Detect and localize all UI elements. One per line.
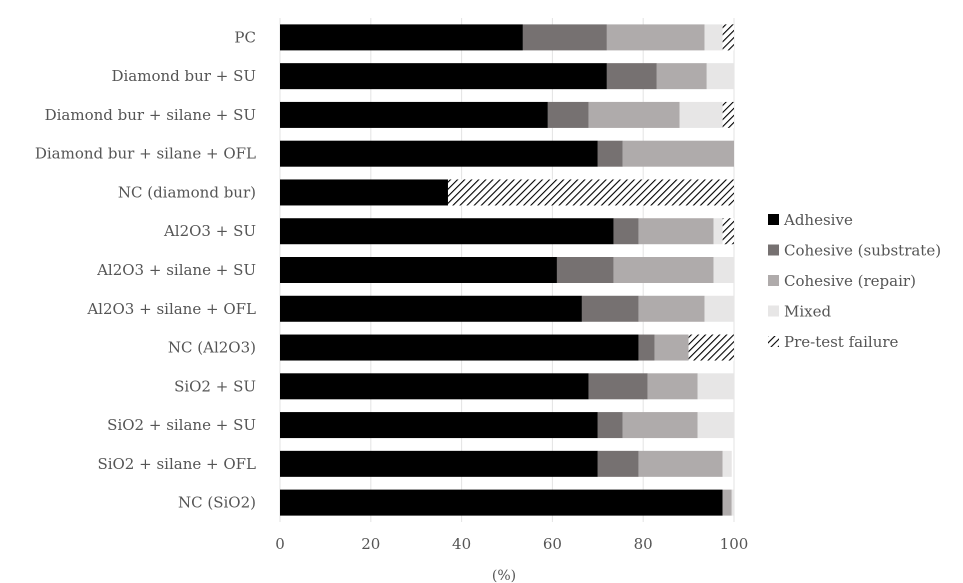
bar-cohesive-substrate: [556, 257, 614, 283]
x-tick-label: 60: [543, 535, 562, 553]
legend-swatch-cohesive-substrate: [768, 244, 779, 256]
category-label: PC: [234, 28, 256, 46]
bar-adhesive: [280, 179, 448, 206]
bar-pre-test-failure: [722, 218, 734, 245]
bar-cohesive-substrate: [581, 295, 639, 322]
bar-adhesive: [280, 334, 639, 361]
category-labels: PC Diamond bur + SU Diamond bur + silane +…: [35, 28, 256, 511]
bar-adhesive: [280, 257, 557, 283]
bar-cohesive-substrate: [638, 334, 655, 361]
bar-cohesive-repair: [606, 24, 705, 51]
bar-cohesive-repair: [622, 412, 698, 439]
legend-label-mixed: Mixed: [784, 303, 831, 321]
bar-adhesive: [280, 450, 598, 477]
legend-label-cohesive-repair: Cohesive (repair): [784, 272, 916, 290]
category-label: NC (diamond bur): [118, 183, 256, 201]
bar-cohesive-substrate: [613, 218, 639, 245]
bar-cohesive-repair: [638, 218, 714, 245]
bar-mixed: [713, 257, 734, 283]
legend-swatch-adhesive: [768, 214, 779, 225]
bar-adhesive: [280, 101, 548, 128]
legend-swatch-mixed: [768, 305, 779, 317]
category-label: Al2O3 + SU: [163, 222, 256, 240]
bar-cohesive-repair: [638, 450, 723, 477]
x-tick-label: 80: [634, 535, 653, 553]
x-tick-label: 40: [452, 535, 471, 553]
x-axis-title: (%): [492, 568, 516, 583]
bar-cohesive-substrate: [597, 140, 623, 167]
legend-swatch-cohesive-repair: [768, 275, 779, 286]
bar-pre-test-failure: [688, 334, 734, 361]
legend-label-adhesive: Adhesive: [783, 211, 853, 229]
bar-adhesive: [280, 63, 607, 90]
legend-swatch-pre-test-failure: [768, 336, 779, 347]
bar-cohesive-repair: [722, 489, 732, 516]
category-label: SiO2 + SU: [174, 377, 256, 395]
x-tick-label: 100: [720, 535, 749, 553]
bar-cohesive-substrate: [522, 24, 607, 51]
x-tick-label: 20: [361, 535, 380, 553]
bar-cohesive-substrate: [606, 63, 657, 90]
bar-mixed: [679, 101, 723, 128]
bar-cohesive-substrate: [547, 101, 589, 128]
bar-cohesive-repair: [647, 373, 698, 400]
bar-mixed: [731, 489, 734, 516]
bar-cohesive-repair: [656, 63, 707, 90]
legend: Adhesive Cohesive (substrate) Cohesive (re…: [768, 211, 941, 351]
bar-mixed: [697, 373, 734, 400]
bar-adhesive: [280, 140, 598, 167]
legend-label-cohesive-substrate: Cohesive (substrate): [784, 242, 941, 260]
bar-mixed: [697, 412, 734, 439]
bar-mixed: [704, 295, 734, 322]
x-tick-label: 0: [275, 535, 285, 553]
bar-cohesive-substrate: [597, 412, 623, 439]
bar-cohesive-repair: [638, 295, 705, 322]
bar-adhesive: [280, 24, 523, 51]
bar-pre-test-failure: [722, 24, 734, 51]
category-label: Diamond bur + silane + SU: [45, 106, 256, 124]
bar-cohesive-repair: [654, 334, 689, 361]
bar-cohesive-repair: [622, 140, 734, 167]
category-label: Al2O3 + silane + SU: [96, 261, 256, 279]
bar-cohesive-repair: [588, 101, 680, 128]
legend-label-pre-test-failure: Pre-test failure: [784, 333, 899, 351]
bar-mixed: [713, 218, 723, 245]
category-label: SiO2 + silane + OFL: [97, 455, 256, 473]
bar-adhesive: [280, 295, 582, 322]
category-label: Al2O3 + silane + OFL: [86, 300, 256, 318]
category-label: Diamond bur + silane + OFL: [35, 145, 256, 163]
bar-cohesive-repair: [613, 257, 714, 283]
bar-adhesive: [280, 412, 598, 439]
category-label: SiO2 + silane + SU: [107, 416, 256, 434]
bar-mixed: [704, 24, 723, 51]
bars: [280, 24, 734, 516]
bar-adhesive: [280, 373, 589, 400]
category-label: NC (SiO2): [178, 494, 256, 512]
bar-adhesive: [280, 218, 614, 245]
x-axis-ticks: 0 20 40 60 80 100: [275, 535, 748, 553]
bar-pre-test-failure: [722, 101, 734, 128]
bar-cohesive-substrate: [588, 373, 648, 400]
category-label: NC (Al2O3): [168, 339, 256, 357]
bar-mixed: [722, 450, 732, 477]
category-label: Diamond bur + SU: [111, 67, 256, 85]
bar-pre-test-failure: [447, 179, 734, 206]
bar-cohesive-substrate: [597, 450, 639, 477]
bar-adhesive: [280, 489, 723, 516]
bar-mixed: [706, 63, 734, 90]
